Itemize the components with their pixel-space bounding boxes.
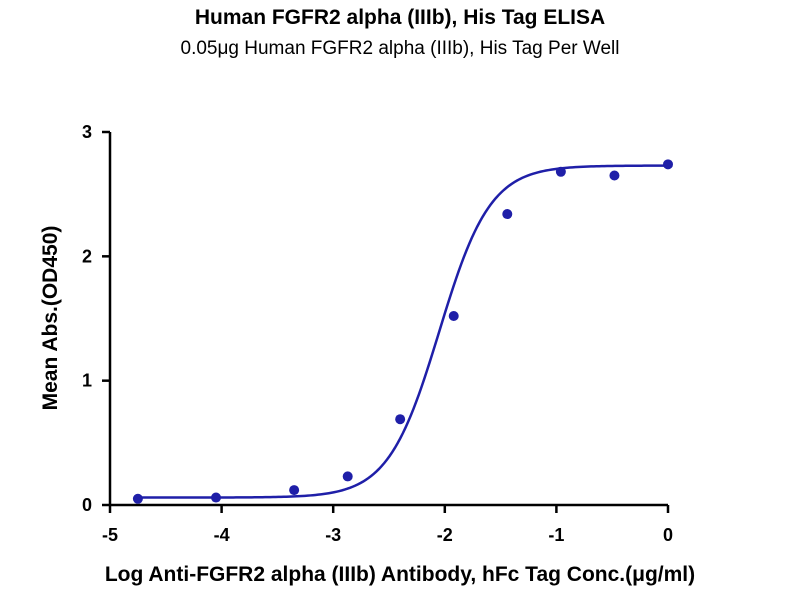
chart-title: Human FGFR2 alpha (IIIb), His Tag ELISA xyxy=(194,6,606,29)
data-points xyxy=(132,159,673,504)
chart-subtitle: 0.05μg Human FGFR2 alpha (IIIb), His Tag… xyxy=(180,38,620,59)
data-point xyxy=(502,209,513,220)
data-point xyxy=(289,485,300,496)
x-tick-label: -5 xyxy=(102,525,118,545)
data-point xyxy=(132,493,143,504)
y-tick-label: 0 xyxy=(82,495,92,515)
fit-curve xyxy=(137,164,669,499)
data-point xyxy=(609,170,620,181)
data-point xyxy=(211,492,222,503)
x-tick-label: 0 xyxy=(663,525,673,545)
fit-curve-group xyxy=(137,164,669,499)
y-tick-label: 3 xyxy=(82,122,92,142)
y-tick-label: 1 xyxy=(82,371,92,391)
data-point xyxy=(448,311,459,322)
y-tick-label: 2 xyxy=(82,246,92,266)
x-tick-label: -3 xyxy=(325,525,341,545)
data-point xyxy=(555,166,566,177)
data-point xyxy=(663,159,673,170)
x-tick-label: -4 xyxy=(214,525,230,545)
x-tick-label: -2 xyxy=(437,525,453,545)
data-point xyxy=(342,471,353,482)
x-tick-label: -1 xyxy=(548,525,564,545)
data-point xyxy=(395,414,406,425)
y-axis-label: Mean Abs.(OD450) xyxy=(39,225,62,411)
axes: -5 -4 -3 -2 -1 0 0 1 2 3 xyxy=(82,122,673,545)
x-axis-label: Log Anti-FGFR2 alpha (IIIb) Antibody, hF… xyxy=(104,563,696,586)
